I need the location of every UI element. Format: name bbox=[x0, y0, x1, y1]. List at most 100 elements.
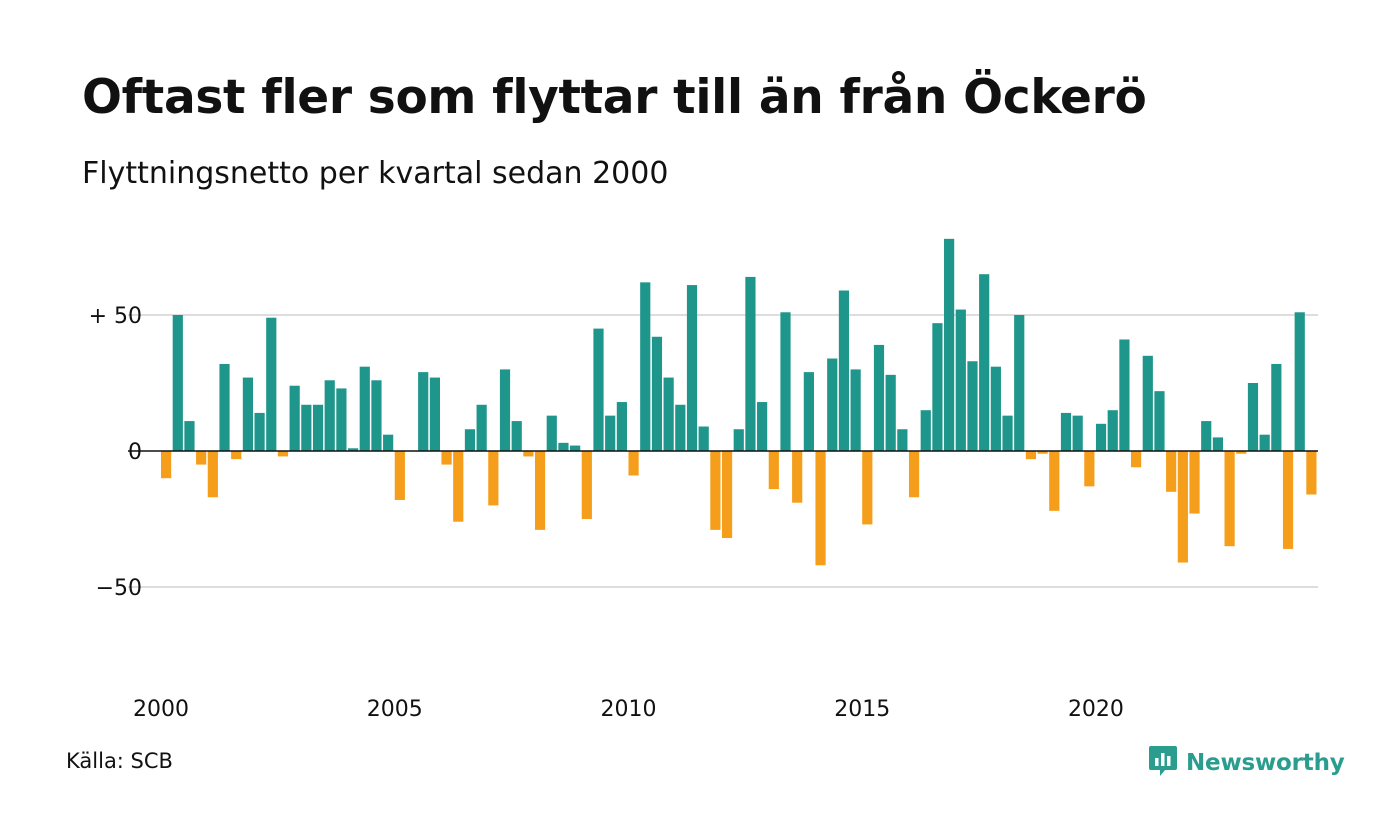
bar bbox=[850, 369, 861, 451]
bar bbox=[1119, 339, 1130, 451]
bar bbox=[254, 412, 265, 451]
chart-title: Oftast fler som flyttar till än från Öck… bbox=[82, 70, 1147, 125]
bar bbox=[312, 404, 324, 451]
bar bbox=[324, 380, 335, 451]
bar bbox=[1294, 312, 1305, 451]
bar bbox=[885, 374, 896, 451]
bar bbox=[277, 451, 289, 457]
y-tick-label: −50 bbox=[96, 576, 142, 601]
brand-logo[interactable]: Newsworthy bbox=[1148, 744, 1345, 782]
bar bbox=[1142, 355, 1153, 451]
bar bbox=[1037, 451, 1048, 454]
bar bbox=[441, 451, 452, 465]
bar bbox=[792, 451, 803, 503]
bar bbox=[511, 421, 522, 451]
bar bbox=[242, 377, 253, 451]
bar bbox=[207, 451, 218, 498]
bar bbox=[184, 421, 195, 451]
bar bbox=[266, 317, 277, 451]
bar bbox=[710, 451, 721, 530]
bar bbox=[394, 451, 405, 500]
bar bbox=[301, 404, 312, 451]
bar bbox=[955, 309, 966, 451]
bar bbox=[1131, 451, 1142, 468]
bar bbox=[686, 285, 698, 451]
bar bbox=[1247, 383, 1259, 451]
bar bbox=[616, 402, 627, 451]
bar bbox=[838, 290, 850, 451]
brand-name: Newsworthy bbox=[1186, 750, 1345, 776]
bar bbox=[161, 451, 172, 479]
bar bbox=[1002, 415, 1013, 451]
bar bbox=[1236, 451, 1247, 454]
x-tick-label: 2015 bbox=[834, 697, 890, 722]
bar bbox=[1107, 410, 1118, 451]
bar bbox=[651, 336, 663, 451]
bar bbox=[1060, 412, 1072, 451]
bar bbox=[1084, 451, 1095, 487]
bar bbox=[1177, 451, 1188, 563]
bar bbox=[231, 451, 242, 460]
bar bbox=[371, 380, 382, 451]
bar bbox=[1166, 451, 1177, 492]
bar bbox=[1072, 415, 1083, 451]
bar bbox=[1201, 421, 1212, 451]
source-note: Källa: SCB bbox=[66, 749, 173, 773]
bar bbox=[336, 388, 347, 451]
bar bbox=[1189, 451, 1200, 514]
bar bbox=[780, 312, 791, 451]
bar bbox=[944, 238, 955, 451]
bar bbox=[640, 282, 651, 451]
bar bbox=[1095, 423, 1107, 451]
bar bbox=[359, 366, 370, 451]
y-tick-label: + 50 bbox=[89, 304, 142, 329]
bar bbox=[347, 448, 359, 451]
bar bbox=[581, 451, 592, 519]
bar bbox=[1282, 451, 1294, 549]
bar bbox=[429, 377, 440, 451]
bar bbox=[534, 451, 546, 530]
x-tick-label: 2000 bbox=[133, 697, 189, 722]
bar bbox=[967, 361, 978, 451]
bar bbox=[675, 404, 686, 451]
bar bbox=[172, 315, 183, 451]
bar bbox=[1212, 437, 1224, 451]
bar bbox=[1306, 451, 1317, 495]
bar bbox=[570, 445, 581, 451]
bar bbox=[1049, 451, 1060, 511]
bar bbox=[488, 451, 499, 506]
bar bbox=[593, 328, 604, 451]
bar bbox=[1014, 315, 1025, 451]
bar bbox=[464, 429, 476, 451]
bar bbox=[862, 451, 873, 525]
bar bbox=[663, 377, 674, 451]
bar bbox=[745, 276, 756, 451]
bar bbox=[1025, 451, 1037, 460]
y-tick-label: 0 bbox=[128, 440, 142, 465]
bar bbox=[757, 402, 768, 451]
bar bbox=[499, 369, 511, 451]
bar bbox=[219, 363, 230, 451]
bar bbox=[523, 451, 534, 457]
bar bbox=[1271, 363, 1282, 451]
bar bbox=[990, 366, 1001, 451]
bar bbox=[628, 451, 639, 476]
bar bbox=[873, 344, 885, 451]
bar bbox=[979, 274, 990, 451]
bar bbox=[289, 385, 300, 451]
bar bbox=[605, 415, 616, 451]
bar bbox=[733, 429, 744, 451]
bar bbox=[721, 451, 733, 539]
x-tick-label: 2010 bbox=[600, 697, 656, 722]
bar bbox=[698, 426, 709, 451]
chart-subtitle: Flyttningsnetto per kvartal sedan 2000 bbox=[82, 156, 669, 191]
bar bbox=[546, 415, 557, 451]
bar bbox=[827, 358, 838, 451]
bar bbox=[803, 372, 814, 451]
bar bbox=[476, 404, 487, 451]
bar bbox=[897, 429, 908, 451]
bar bbox=[1154, 391, 1165, 451]
bar bbox=[558, 442, 569, 451]
bar bbox=[1259, 434, 1270, 451]
